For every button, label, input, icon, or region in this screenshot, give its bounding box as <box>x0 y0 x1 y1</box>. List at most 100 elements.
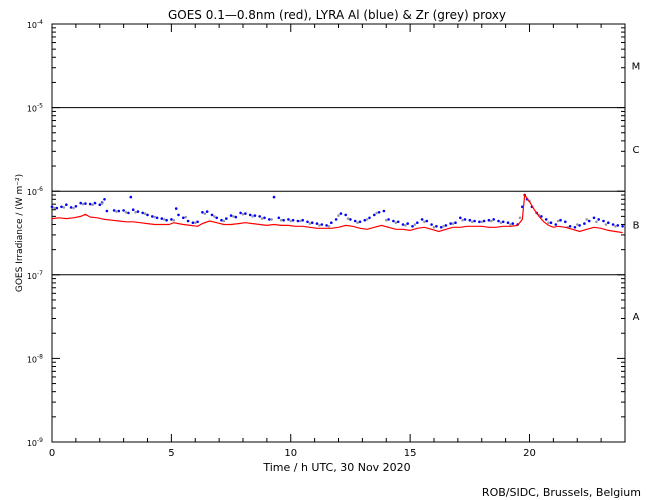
data-point <box>487 218 491 222</box>
data-point <box>439 226 443 229</box>
data-point <box>576 223 579 226</box>
data-point <box>186 219 190 223</box>
plot-area <box>50 23 626 443</box>
data-point <box>597 218 600 221</box>
data-point <box>203 212 207 215</box>
chart-title: GOES 0.1—0.8nm (red), LYRA Al (blue) & Z… <box>168 8 506 22</box>
data-point <box>131 208 135 211</box>
x-tick-label: 20 <box>523 448 536 459</box>
data-point <box>346 217 350 220</box>
data-point <box>478 220 481 224</box>
data-point <box>568 225 572 228</box>
y-axis: 10-910-810-710-610-510-4 <box>27 19 625 448</box>
data-point <box>234 215 238 219</box>
data-point <box>463 218 467 221</box>
data-point <box>174 207 178 210</box>
data-point <box>170 218 173 221</box>
data-point <box>229 214 233 217</box>
data-point <box>196 220 199 224</box>
y-tick-exponent: -7 <box>37 270 43 277</box>
data-point <box>72 206 75 210</box>
data-point <box>432 226 436 229</box>
data-point <box>301 218 305 222</box>
data-point <box>330 221 333 224</box>
data-point <box>425 219 429 223</box>
data-point <box>518 216 522 220</box>
series-layer <box>50 193 624 234</box>
data-point <box>210 213 214 217</box>
data-point <box>392 219 395 223</box>
data-point <box>270 218 273 221</box>
data-point <box>129 195 133 199</box>
data-point <box>79 201 82 205</box>
series-0 <box>50 193 624 229</box>
data-point <box>497 219 500 223</box>
data-point <box>607 221 610 224</box>
data-point <box>222 219 226 223</box>
y-tick-exponent: -8 <box>37 353 43 360</box>
data-point <box>258 215 262 218</box>
data-point <box>420 218 424 221</box>
data-point <box>573 226 577 229</box>
x-tick-label: 10 <box>284 448 297 459</box>
data-point <box>511 222 515 225</box>
data-point <box>62 206 66 209</box>
data-point <box>559 218 562 222</box>
x-axis: 0 5 10 15 20 <box>49 24 626 459</box>
data-point <box>621 225 624 228</box>
plot-frame <box>51 23 626 443</box>
data-point <box>253 214 257 217</box>
data-point <box>595 220 598 224</box>
data-point <box>611 223 615 226</box>
data-point <box>213 215 216 218</box>
data-point <box>416 221 419 224</box>
data-point <box>53 206 56 210</box>
data-point <box>310 221 314 224</box>
x-tick-label: 5 <box>168 448 174 459</box>
data-point <box>177 213 180 217</box>
x-tick-label: 0 <box>49 448 55 459</box>
data-point <box>411 225 414 228</box>
data-point <box>320 223 324 226</box>
data-point <box>143 212 147 215</box>
data-point <box>454 221 457 224</box>
data-point <box>184 215 187 219</box>
data-point <box>337 214 340 217</box>
data-point <box>279 218 283 222</box>
data-point <box>55 206 59 210</box>
data-point <box>377 211 381 214</box>
data-point <box>239 211 242 215</box>
data-point <box>444 224 448 227</box>
data-point <box>151 215 154 218</box>
data-point <box>84 202 87 205</box>
data-point <box>201 211 204 214</box>
y-tick-exponent: -4 <box>37 19 43 26</box>
data-point <box>423 220 426 224</box>
data-point <box>287 218 290 221</box>
flare-class-label: B <box>633 220 640 231</box>
data-point <box>602 219 605 223</box>
data-point <box>296 219 300 223</box>
data-point <box>60 205 63 209</box>
data-point <box>556 219 560 223</box>
data-point <box>105 209 109 213</box>
data-point <box>385 218 388 222</box>
data-point <box>365 218 369 221</box>
data-point <box>406 222 410 225</box>
data-point <box>127 211 130 215</box>
data-point <box>404 224 407 227</box>
data-point <box>225 217 228 220</box>
data-point <box>587 219 591 223</box>
y-tick-label: 10-9 <box>27 437 43 448</box>
data-point <box>349 218 352 221</box>
data-point <box>368 216 371 220</box>
data-point <box>100 202 104 205</box>
data-point <box>93 201 97 205</box>
data-point <box>65 203 68 206</box>
data-point <box>413 223 417 226</box>
data-point <box>98 203 102 206</box>
y-tick-label: 10-6 <box>27 186 43 197</box>
data-point <box>268 218 271 221</box>
data-point <box>160 217 164 220</box>
data-point <box>442 225 445 228</box>
